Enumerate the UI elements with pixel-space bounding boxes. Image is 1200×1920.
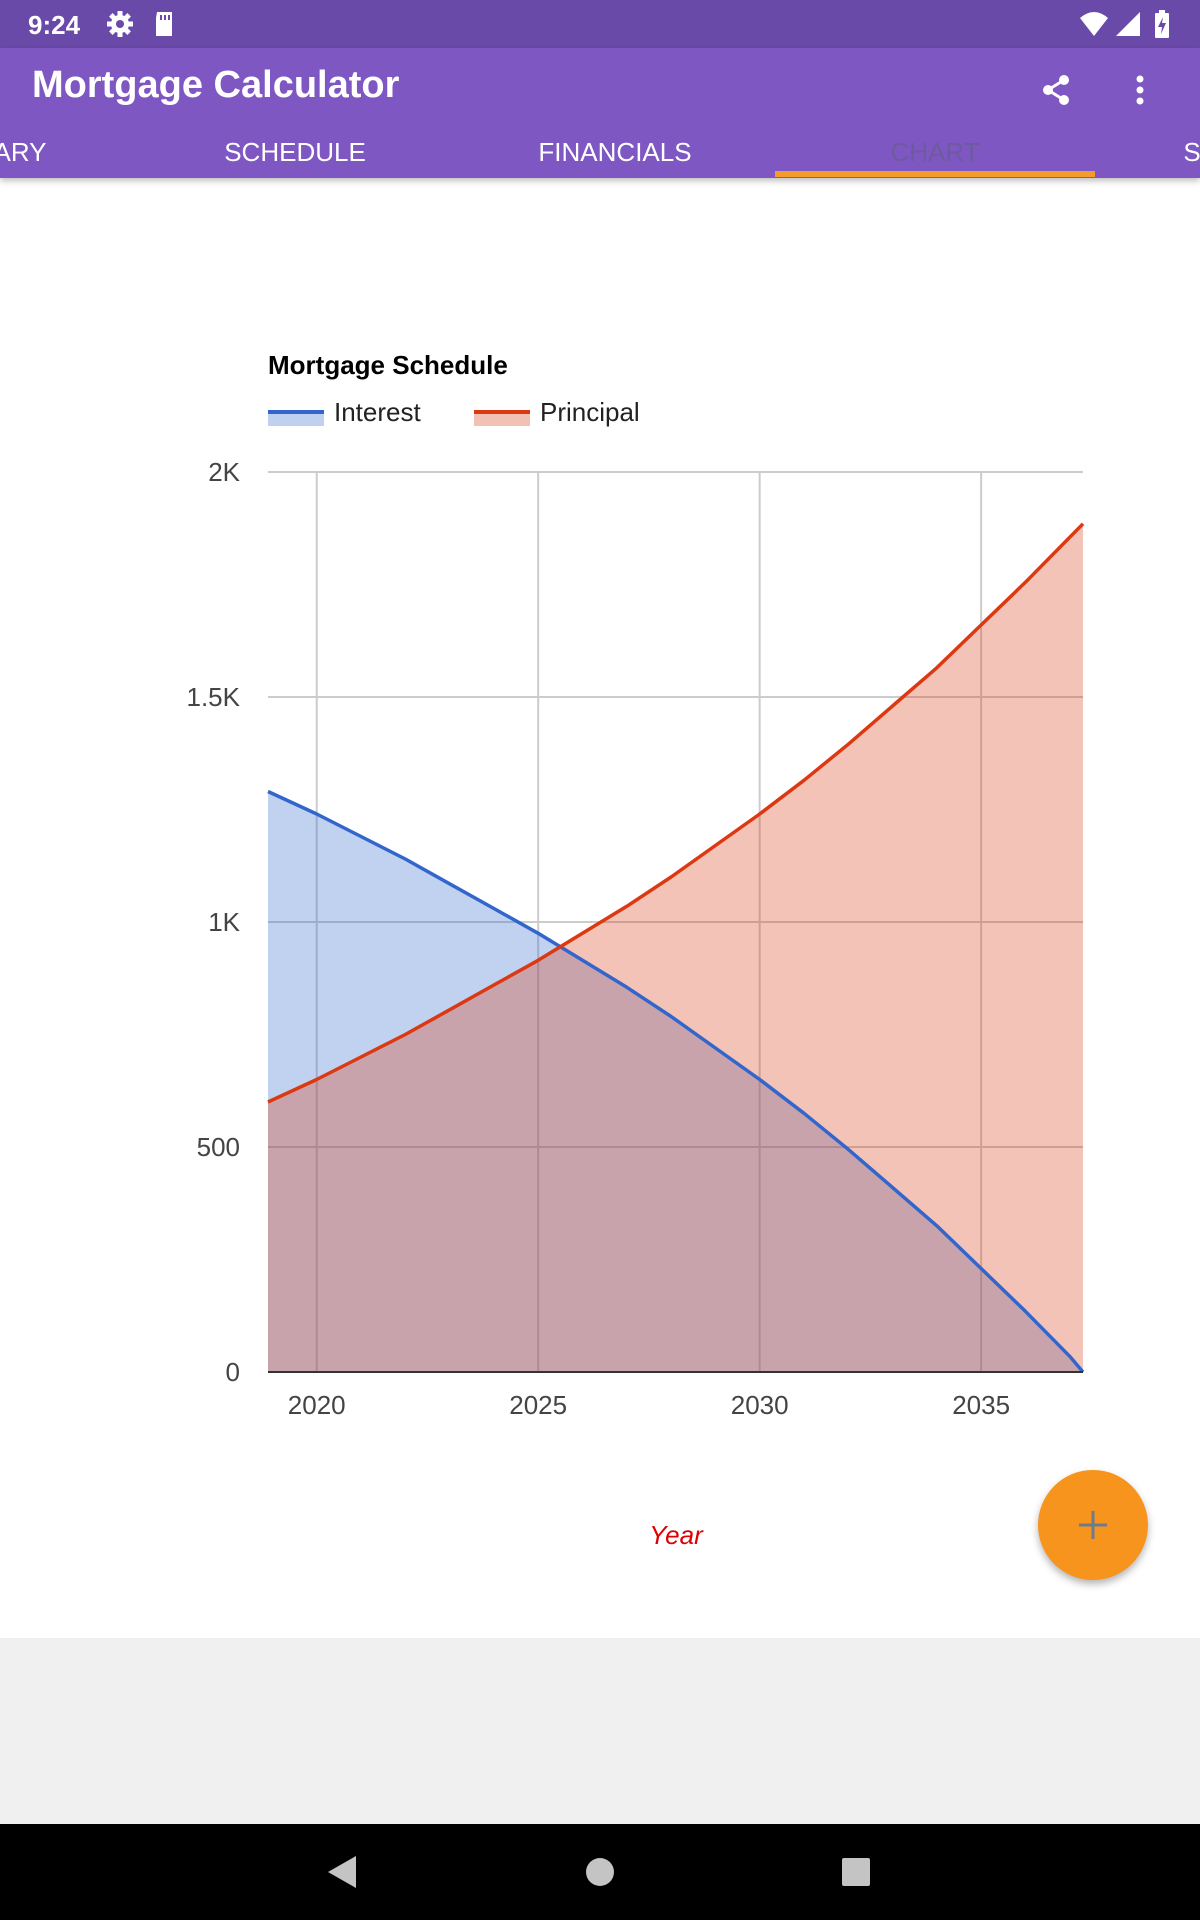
- gear-icon: [104, 8, 136, 40]
- x-axis-title: Year: [649, 1520, 704, 1550]
- battery-charging-icon: [1146, 8, 1178, 40]
- app-title: Mortgage Calculator: [32, 64, 400, 106]
- chart-axes: 0 500 1K 1.5K 2K 2020 2025 2030 2035: [187, 457, 1083, 1420]
- chart-grid: [268, 471, 1083, 1372]
- y-tick-label: 0: [226, 1357, 240, 1387]
- area-interest: [268, 791, 1083, 1372]
- legend-item-interest: Interest: [268, 397, 421, 427]
- add-fab-button[interactable]: [1038, 1470, 1148, 1580]
- x-tick-label: 2030: [731, 1390, 789, 1420]
- tab-bar: ARY SCHEDULE FINANCIALS CHART S: [0, 126, 1200, 178]
- status-time: 9:24: [28, 10, 81, 40]
- share-icon[interactable]: [1028, 62, 1084, 118]
- tab-indicator: [775, 171, 1095, 177]
- system-nav-bar: [0, 1824, 1200, 1920]
- x-tick-label: 2020: [288, 1390, 346, 1420]
- x-tick-label: 2035: [952, 1390, 1010, 1420]
- series-line-principal: [267, 522, 1085, 1104]
- series-line-interest: [267, 789, 1085, 1374]
- sd-card-icon: [148, 8, 180, 40]
- legend-line-interest: [268, 410, 324, 414]
- y-tick-label: 500: [197, 1132, 240, 1162]
- more-vert-icon[interactable]: [1112, 62, 1168, 118]
- legend-label-principal: Principal: [540, 397, 640, 427]
- signal-icon: [1112, 8, 1144, 40]
- tab-next[interactable]: S: [1183, 137, 1200, 167]
- tab-schedule[interactable]: SCHEDULE: [224, 137, 366, 167]
- legend-label-interest: Interest: [334, 397, 421, 427]
- chart-lines: [267, 522, 1085, 1374]
- x-tick-label: 2025: [509, 1390, 567, 1420]
- chart-title: Mortgage Schedule: [268, 350, 508, 380]
- y-tick-label: 1K: [208, 907, 240, 937]
- back-icon[interactable]: [316, 1846, 368, 1898]
- tab-chart[interactable]: CHART: [890, 137, 980, 167]
- y-tick-label: 1.5K: [187, 682, 241, 712]
- tab-summary[interactable]: ARY: [0, 137, 47, 167]
- wifi-icon: [1078, 8, 1110, 40]
- y-tick-label: 2K: [208, 457, 240, 487]
- mortgage-chart: Mortgage Schedule Interest Principal 0 50…: [187, 350, 1085, 1550]
- legend-item-principal: Principal: [474, 397, 640, 427]
- app-bar: Mortgage Calculator ARY SCHEDULE FINANCI…: [0, 48, 1200, 178]
- plus-icon: [1079, 1511, 1107, 1539]
- recents-icon[interactable]: [830, 1846, 882, 1898]
- home-icon[interactable]: [574, 1846, 626, 1898]
- area-principal: [268, 523, 1083, 1372]
- legend: Interest Principal: [268, 397, 640, 427]
- status-bar: 9:24: [0, 0, 1200, 48]
- chart-areas: [268, 523, 1083, 1372]
- tab-financials[interactable]: FINANCIALS: [538, 137, 692, 167]
- legend-line-principal: [474, 410, 530, 414]
- chart-panel: Mortgage Schedule Interest Principal 0 50…: [0, 178, 1200, 1638]
